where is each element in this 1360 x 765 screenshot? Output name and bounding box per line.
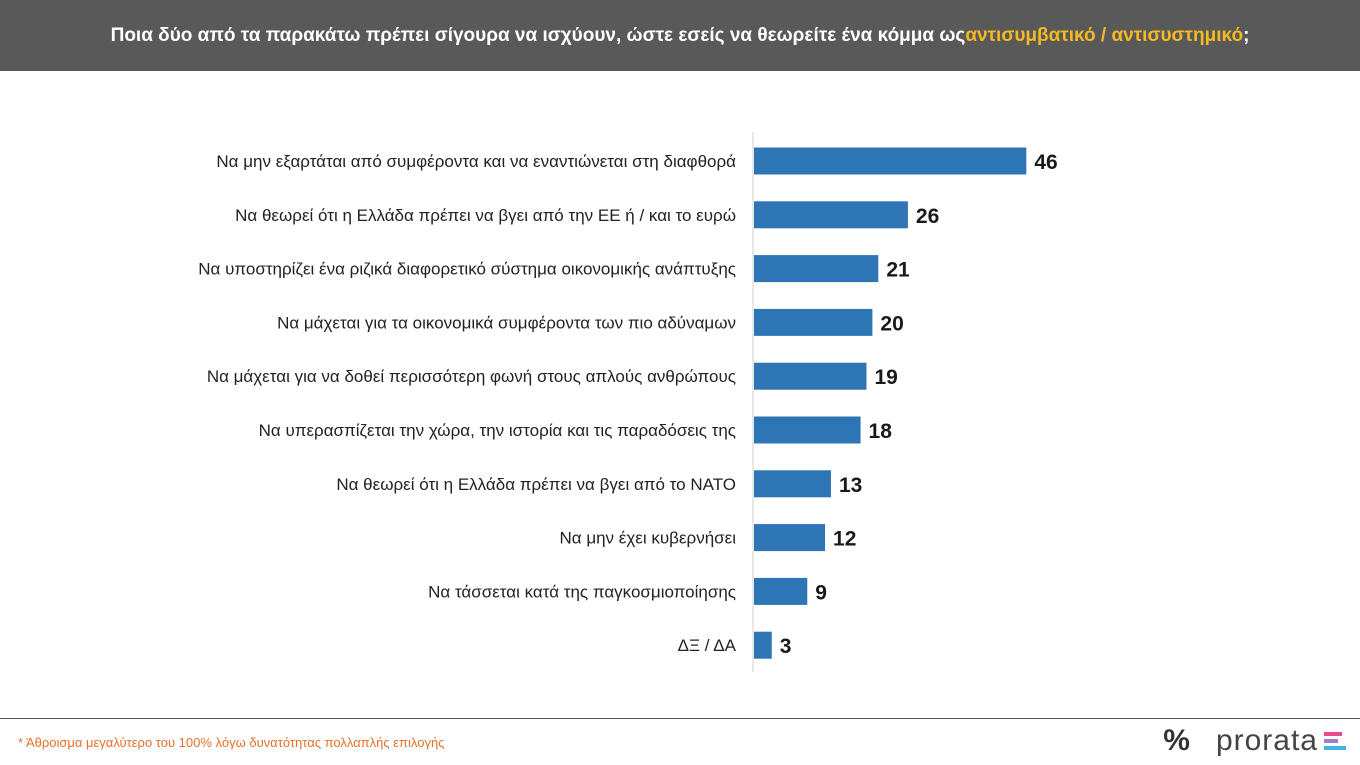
logo-bar	[1324, 746, 1346, 750]
logo-bar	[1324, 739, 1338, 743]
percent-logo-icon: %	[1163, 724, 1190, 757]
chart-title: Ποια δύο από τα παρακάτω πρέπει σίγουρα …	[0, 0, 1360, 71]
category-label: Να θεωρεί ότι η Ελλάδα πρέπει να βγει απ…	[235, 206, 736, 225]
value-label: 21	[886, 259, 910, 282]
category-label: Να μην έχει κυβερνήσει	[559, 529, 736, 548]
logo-text: prorata	[1215, 724, 1318, 757]
value-label: 13	[839, 474, 862, 497]
bar	[754, 201, 908, 229]
value-label: 46	[1034, 151, 1057, 174]
value-label: 3	[780, 635, 792, 658]
bar	[754, 577, 808, 605]
bar	[754, 308, 873, 336]
category-label: Να υποστηρίζει ένα ριζικά διαφορετικό σύ…	[198, 260, 736, 279]
logo-bar	[1324, 732, 1342, 736]
category-label: Να υπερασπίζεται την χώρα, την ιστορία κ…	[259, 421, 736, 440]
bar	[754, 255, 879, 283]
category-label: Να μάχεται για να δοθεί περισσότερη φωνή…	[207, 367, 736, 386]
title-highlight: αντισυμβατικό / αντισυστημικό	[965, 24, 1244, 46]
prorata-logo: % prorata	[1163, 723, 1346, 759]
footer-divider	[0, 718, 1360, 719]
bar	[754, 362, 867, 390]
value-label: 26	[916, 205, 939, 228]
category-label: Να μάχεται για τα οικονομικά συμφέροντα …	[277, 313, 736, 332]
bar	[754, 631, 772, 659]
value-label: 19	[874, 366, 897, 389]
footnote: * Άθροισμα μεγαλύτερο του 100% λόγω δυνα…	[18, 735, 445, 750]
value-label: 18	[869, 420, 893, 443]
value-label: 12	[833, 528, 856, 551]
logo-bars-icon	[1324, 732, 1346, 750]
title-text: Ποια δύο από τα παρακάτω πρέπει σίγουρα …	[110, 24, 966, 46]
value-label: 20	[880, 312, 903, 335]
bar	[754, 470, 831, 498]
bar	[754, 416, 861, 444]
category-label: Να θεωρεί ότι η Ελλάδα πρέπει να βγει απ…	[336, 475, 736, 494]
category-label: Να μην εξαρτάται από συμφέροντα και να ε…	[216, 152, 736, 171]
title-end: ;	[1243, 24, 1250, 46]
category-label: ΔΞ / ΔΑ	[678, 636, 737, 655]
bar	[754, 147, 1027, 175]
category-label: Να τάσσεται κατά της παγκοσμιοποίησης	[428, 582, 736, 601]
bar	[754, 524, 826, 552]
value-label: 9	[815, 581, 827, 604]
